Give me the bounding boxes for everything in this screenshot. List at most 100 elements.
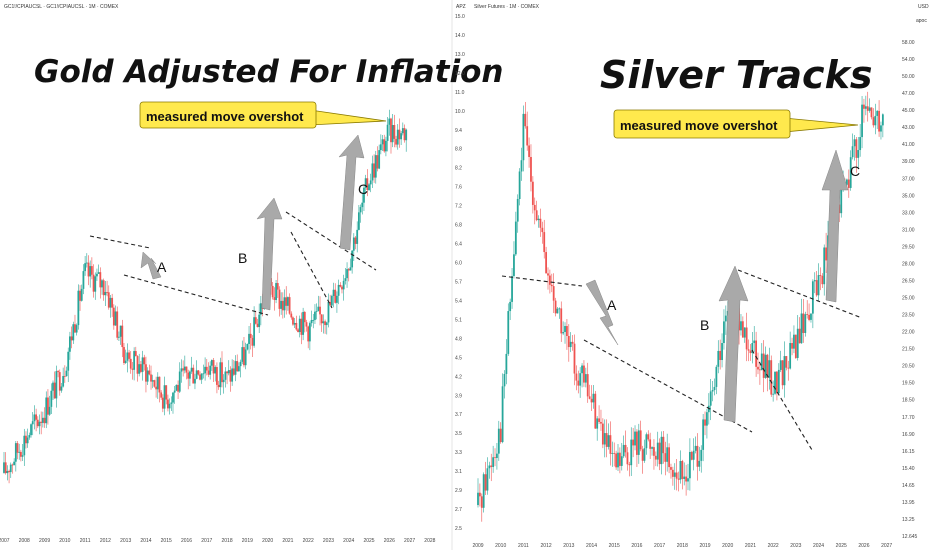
candle-body bbox=[745, 327, 748, 350]
candle-body bbox=[688, 451, 691, 479]
candle-body bbox=[817, 275, 820, 296]
candle-body bbox=[694, 445, 697, 451]
candle-body bbox=[861, 104, 863, 138]
candle-body bbox=[378, 150, 381, 169]
candle-body bbox=[855, 139, 858, 158]
candle-body bbox=[334, 289, 337, 303]
right-price-tick: 33.00 bbox=[902, 210, 915, 216]
candle-body bbox=[677, 478, 680, 480]
left-price-tick: 2.7 bbox=[455, 507, 462, 513]
candle-body bbox=[325, 322, 328, 326]
candle-body bbox=[373, 163, 375, 178]
left-trendlines bbox=[89, 211, 377, 316]
candle-body bbox=[696, 445, 699, 467]
candle-body bbox=[499, 428, 502, 443]
x-tick-label: 2027 bbox=[881, 543, 892, 549]
candle-body bbox=[31, 421, 34, 425]
left-price-tick: 13.0 bbox=[455, 52, 465, 58]
candle-body bbox=[751, 343, 754, 354]
candle-body bbox=[251, 337, 254, 346]
candle-body bbox=[607, 435, 610, 447]
candle-body bbox=[743, 327, 746, 338]
candle-body bbox=[687, 478, 689, 482]
x-tick-label: 2013 bbox=[563, 543, 574, 549]
candle-body bbox=[486, 468, 489, 491]
candle-body bbox=[605, 433, 608, 447]
candle-body bbox=[346, 269, 348, 279]
candle-body bbox=[636, 431, 638, 455]
candle-body bbox=[219, 362, 222, 388]
candle-body bbox=[639, 430, 642, 450]
candle-body bbox=[594, 393, 597, 429]
candle-body bbox=[178, 371, 181, 392]
x-tick-label: 2010 bbox=[59, 538, 70, 544]
left-price-tick: 6.8 bbox=[455, 223, 462, 229]
candle-body bbox=[9, 464, 12, 473]
candle-body bbox=[371, 163, 374, 181]
candle-body bbox=[592, 393, 595, 403]
candle-body bbox=[80, 288, 83, 301]
candle-body bbox=[199, 374, 201, 380]
candle-body bbox=[194, 378, 196, 384]
candle-body bbox=[787, 367, 790, 369]
candle-body bbox=[662, 436, 665, 454]
candle-body bbox=[671, 469, 674, 477]
candle-body bbox=[516, 198, 519, 222]
candle-body bbox=[651, 447, 653, 449]
candle-body bbox=[190, 367, 193, 372]
candle-body bbox=[496, 453, 498, 458]
candle-body bbox=[43, 417, 46, 424]
candle-body bbox=[236, 361, 239, 372]
candle-body bbox=[770, 360, 773, 395]
x-tick-label: 2020 bbox=[262, 538, 273, 544]
candle-body bbox=[57, 371, 59, 373]
candle-body bbox=[116, 311, 119, 338]
candle-body bbox=[82, 271, 85, 289]
candle-body bbox=[136, 356, 139, 374]
candle-body bbox=[13, 461, 16, 466]
candle-body bbox=[783, 356, 786, 386]
candle-body bbox=[202, 373, 205, 375]
candle-body bbox=[526, 126, 529, 146]
candle-body bbox=[227, 370, 230, 374]
candle-body bbox=[514, 221, 517, 255]
candle-body bbox=[706, 412, 708, 426]
candle-body bbox=[868, 107, 871, 111]
candle-body bbox=[351, 250, 354, 268]
candle-body bbox=[221, 362, 223, 383]
candle-body bbox=[804, 314, 807, 333]
left-price-tick: 3.5 bbox=[455, 431, 462, 437]
candle-body bbox=[18, 451, 21, 453]
candle-body bbox=[724, 315, 727, 322]
candle-body bbox=[155, 386, 157, 390]
candle-body bbox=[273, 297, 276, 300]
candle-body bbox=[609, 435, 612, 454]
candle-body bbox=[322, 321, 325, 324]
candle-body bbox=[224, 371, 227, 380]
right-trendline-a bbox=[583, 339, 753, 433]
candle-body bbox=[119, 325, 122, 337]
candle-body bbox=[548, 275, 551, 285]
candle-body bbox=[53, 382, 56, 399]
candle-body bbox=[791, 343, 793, 349]
candle-body bbox=[89, 266, 92, 277]
candle-body bbox=[288, 297, 291, 314]
candle-body bbox=[96, 273, 98, 277]
x-tick-label: 2025 bbox=[836, 543, 847, 549]
candle-body bbox=[480, 496, 483, 508]
candle-body bbox=[156, 376, 159, 390]
x-tick-label: 2025 bbox=[363, 538, 374, 544]
candle-body bbox=[794, 334, 797, 358]
right-price-tick: 43.00 bbox=[902, 125, 915, 131]
left-price-tick: 3.9 bbox=[455, 393, 462, 399]
candle-body bbox=[243, 347, 245, 366]
right-price-note: apoc bbox=[916, 18, 927, 24]
candle-body bbox=[379, 144, 382, 151]
candle-body bbox=[300, 318, 303, 335]
candle-body bbox=[84, 263, 87, 272]
candle-body bbox=[141, 357, 144, 372]
candle-body bbox=[123, 347, 125, 364]
candle-body bbox=[212, 360, 215, 374]
candle-body bbox=[134, 351, 137, 357]
candle-body bbox=[537, 218, 540, 221]
